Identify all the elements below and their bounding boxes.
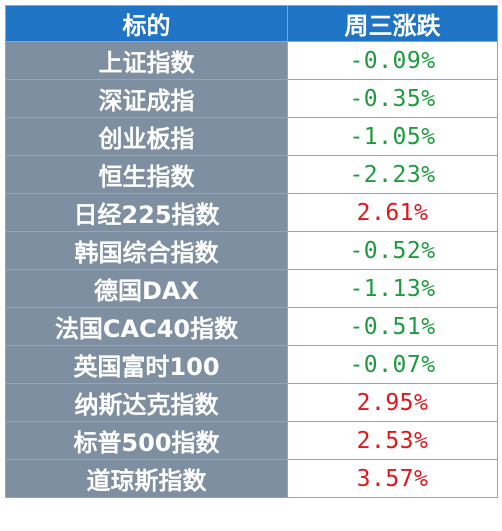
change-value-cell: -0.35% <box>287 79 498 118</box>
index-name-cell: 日经225指数 <box>5 193 288 232</box>
index-name-cell: 韩国综合指数 <box>5 231 288 270</box>
table-row: 恒生指数 -2.23% <box>5 155 498 194</box>
change-value-cell: 2.53% <box>287 421 498 460</box>
change-value-cell: -1.05% <box>287 117 498 156</box>
table-row: 创业板指 -1.05% <box>5 117 498 156</box>
change-value-cell: 3.57% <box>287 459 498 498</box>
header-name: 标的 <box>5 5 288 42</box>
table-row: 法国CAC40指数 -0.51% <box>5 307 498 346</box>
index-change-table: 标的 周三涨跌 上证指数 -0.09% 深证成指 -0.35% 创业板指 -1.05% 恒生… <box>5 5 498 498</box>
table-row: 深证成指 -0.35% <box>5 79 498 118</box>
table-row: 日经225指数 2.61% <box>5 193 498 232</box>
table-row: 英国富时100 -0.07% <box>5 345 498 384</box>
index-change-table-container: 标的 周三涨跌 上证指数 -0.09% 深证成指 -0.35% 创业板指 -1.05% 恒生… <box>5 5 498 498</box>
index-name-cell: 上证指数 <box>5 41 288 80</box>
table-row: 韩国综合指数 -0.52% <box>5 231 498 270</box>
change-value-cell: 2.95% <box>287 383 498 422</box>
table-header-row: 标的 周三涨跌 <box>5 5 498 42</box>
index-name-cell: 标普500指数 <box>5 421 288 460</box>
table-row: 标普500指数 2.53% <box>5 421 498 460</box>
index-name-cell: 英国富时100 <box>5 345 288 384</box>
table-body: 上证指数 -0.09% 深证成指 -0.35% 创业板指 -1.05% 恒生指数 -2.23%… <box>5 41 498 498</box>
change-value-cell: -0.07% <box>287 345 498 384</box>
change-value-cell: -0.52% <box>287 231 498 270</box>
header-change: 周三涨跌 <box>287 5 498 42</box>
table-row: 道琼斯指数 3.57% <box>5 459 498 498</box>
table-row: 纳斯达克指数 2.95% <box>5 383 498 422</box>
index-name-cell: 纳斯达克指数 <box>5 383 288 422</box>
table-row: 德国DAX -1.13% <box>5 269 498 308</box>
index-name-cell: 德国DAX <box>5 269 288 308</box>
index-name-cell: 创业板指 <box>5 117 288 156</box>
change-value-cell: -1.13% <box>287 269 498 308</box>
table-row: 上证指数 -0.09% <box>5 41 498 80</box>
index-name-cell: 深证成指 <box>5 79 288 118</box>
change-value-cell: -0.51% <box>287 307 498 346</box>
change-value-cell: -2.23% <box>287 155 498 194</box>
index-name-cell: 法国CAC40指数 <box>5 307 288 346</box>
change-value-cell: -0.09% <box>287 41 498 80</box>
index-name-cell: 恒生指数 <box>5 155 288 194</box>
index-name-cell: 道琼斯指数 <box>5 459 288 498</box>
change-value-cell: 2.61% <box>287 193 498 232</box>
